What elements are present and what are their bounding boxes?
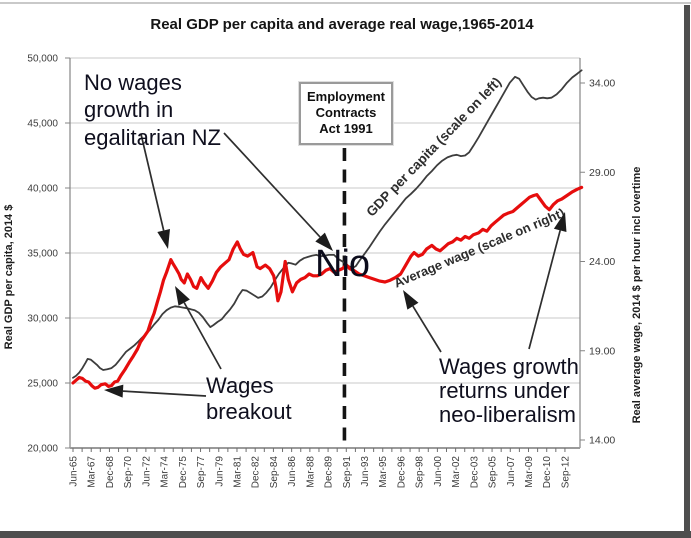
x-tick-label: Dec-68 — [105, 456, 116, 489]
annotation-arrowhead — [157, 229, 170, 249]
x-tick-label: Dec-96 — [396, 456, 407, 489]
wage-line-label: Average wage (scale on right) — [392, 205, 567, 291]
annotation-line: egalitarian NZ — [84, 124, 221, 150]
annotation-line: growth in — [84, 97, 174, 123]
x-tick-label: Mar-67 — [87, 456, 98, 488]
x-tick-label: Sep-70 — [123, 456, 134, 489]
employment-contracts-act-callout: Employment Contracts Act 1991 — [298, 81, 394, 146]
annotation-arrow-line — [140, 133, 165, 231]
annotation-line: Wages — [206, 373, 274, 398]
x-tick-label: Dec-10 — [542, 456, 553, 489]
x-tick-label: Sep-91 — [342, 456, 353, 489]
annotation-wages-breakout: Wages breakout — [206, 373, 292, 426]
annotation-arrow-line — [122, 390, 207, 397]
x-tick-label: Mar-02 — [451, 456, 462, 488]
x-tick-label: Jun-07 — [506, 456, 517, 487]
y-left-tick-label: 20,000 — [27, 444, 58, 455]
y-right-tick-label: 34.00 — [589, 78, 615, 90]
x-tick-label: Jun-86 — [287, 456, 298, 487]
y-left-tick-label: 30,000 — [27, 314, 58, 325]
y-left-tick-label: 25,000 — [27, 379, 58, 390]
x-tick-label: Mar-74 — [160, 456, 171, 488]
y-right-tick-label: 14.00 — [589, 435, 615, 447]
x-tick-label: Jun-72 — [141, 456, 152, 487]
annotation-line: returns under — [439, 378, 570, 404]
annotation-arrowhead — [553, 212, 567, 233]
nio-watermark-text: Nio — [315, 243, 370, 285]
top-border-line — [0, 2, 691, 4]
x-tick-label: Mar-88 — [305, 456, 316, 488]
bottom-border-bar — [0, 531, 691, 538]
annotation-line: neo-liberalism — [439, 402, 576, 428]
callout-line: Contracts — [315, 105, 377, 120]
x-tick-label: Sep-77 — [196, 456, 207, 489]
x-tick-label: Jun-00 — [433, 456, 444, 487]
annotation-arrowhead — [175, 286, 190, 306]
annotation-arrow-line — [223, 132, 321, 238]
x-tick-label: Jun-93 — [360, 456, 371, 487]
y-left-tick-label: 40,000 — [27, 184, 58, 195]
y-left-axis-title: Real GDP per capita, 2014 $ — [3, 205, 15, 350]
right-border-bar — [684, 5, 690, 538]
y-left-tick-label: 50,000 — [27, 54, 58, 65]
annotation-line: No wages — [84, 70, 182, 95]
y-right-tick-label: 29.00 — [589, 167, 615, 179]
x-tick-label: Sep-05 — [488, 456, 499, 489]
annotation-wages-growth-returns: Wages growth returns under neo-liberalis… — [439, 354, 579, 428]
wage-line — [71, 185, 584, 390]
chart-title: Real GDP per capita and average real wag… — [150, 16, 534, 33]
x-tick-label: Mar-81 — [232, 456, 243, 488]
x-tick-label: Mar-09 — [524, 456, 535, 488]
x-tick-label: Jun-79 — [214, 456, 225, 487]
annotation-arrow-line — [412, 305, 442, 353]
x-tick-label: Dec-89 — [324, 456, 335, 489]
y-right-tick-label: 24.00 — [589, 256, 615, 268]
y-right-axis-title: Real average wage, 2014 $ per hour incl … — [631, 167, 643, 424]
annotation-arrowhead — [403, 290, 419, 310]
annotation-no-wages-growth: No wages growth in egalitarian NZ — [84, 69, 221, 151]
annotation-arrow-line — [183, 302, 222, 370]
callout-line: Act 1991 — [319, 121, 373, 136]
annotation-line: Wages growth — [439, 354, 579, 379]
x-tick-label: Sep-98 — [415, 456, 426, 489]
annotation-arrowhead — [315, 232, 333, 251]
annotation-line: breakout — [206, 399, 292, 425]
x-tick-label: Sep-84 — [269, 456, 280, 489]
y-left-tick-label: 35,000 — [27, 249, 58, 260]
callout-line: Employment — [306, 89, 385, 104]
y-left-tick-label: 45,000 — [27, 119, 58, 130]
x-tick-label: Sep-12 — [560, 456, 571, 489]
annotation-arrowhead — [104, 384, 124, 398]
x-tick-label: Mar-95 — [378, 456, 389, 488]
x-tick-label: Jun-65 — [69, 456, 80, 487]
annotation-arrow-line — [528, 230, 561, 350]
x-tick-label: Dec-82 — [251, 456, 262, 489]
x-tick-label: Dec-75 — [178, 456, 189, 489]
x-tick-label: Dec-03 — [469, 456, 480, 489]
y-right-tick-label: 19.00 — [589, 345, 615, 357]
